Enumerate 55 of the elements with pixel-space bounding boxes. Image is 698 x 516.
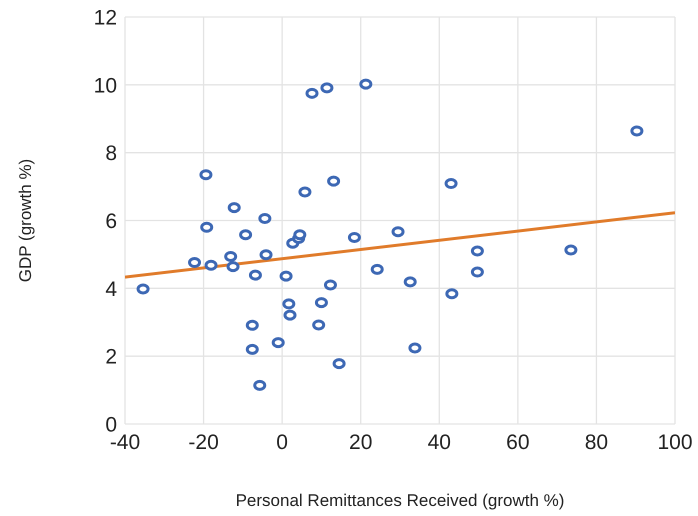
point [293,229,306,240]
point [312,319,326,330]
point [282,298,296,310]
point [404,276,417,288]
point [370,264,384,275]
x-tick-label: 100 [657,430,693,454]
y-tick-label: 4 [105,278,118,301]
point [630,125,644,136]
y-tick-label: 6 [105,210,117,233]
point [324,279,337,290]
point [272,337,285,348]
point [564,244,578,256]
y-tick-label: 2 [105,346,117,369]
point [392,226,405,238]
point [306,88,318,99]
y-tick-label: 10 [94,74,117,98]
x-tick-label: 80 [584,430,608,454]
point [260,249,273,260]
point [228,202,241,214]
point [359,78,372,90]
point [188,257,202,268]
point [320,82,334,94]
y-tick-label: 8 [105,142,117,166]
point [199,169,212,180]
point [248,270,262,281]
x-tick-label: 40 [428,430,451,454]
point [246,320,259,331]
y-axis-title: GDP (growth %) [16,158,36,282]
point [444,178,458,190]
point [332,358,346,370]
point [246,344,259,355]
point [224,250,238,262]
point [280,270,293,282]
point [445,288,458,300]
point [470,246,484,257]
point [298,186,312,198]
point [314,297,328,308]
point [136,284,150,295]
point [327,176,340,187]
point [253,380,266,391]
point [204,260,218,271]
point [408,342,422,354]
point [226,261,240,272]
point [348,232,361,243]
point [284,310,296,321]
point [239,229,252,240]
point [200,222,214,233]
x-axis-title: Personal Remittances Received (growth %) [236,491,564,510]
x-tick-label: 20 [349,430,372,454]
x-tick-label: 60 [506,430,530,454]
point [470,266,484,278]
x-tick-label: 0 [276,430,288,454]
y-tick-label: 12 [94,6,117,30]
x-tick-label: -20 [188,430,219,454]
point [258,212,272,224]
